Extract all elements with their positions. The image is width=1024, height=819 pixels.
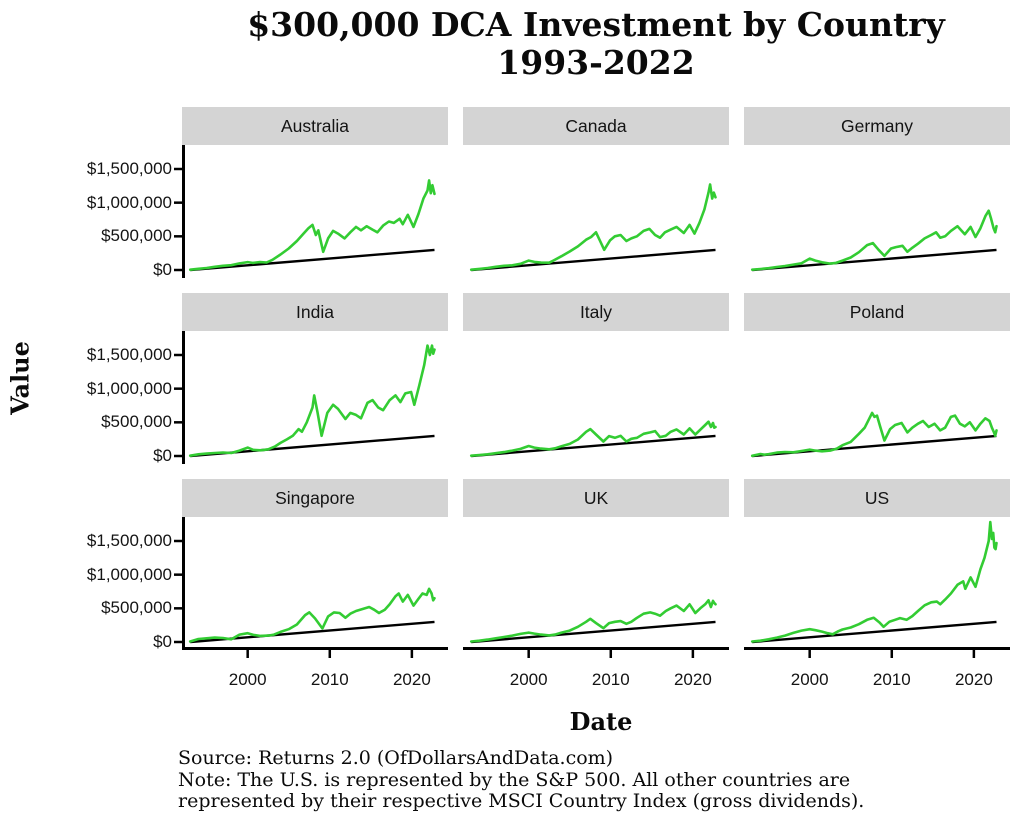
x-tick-label: 2020 <box>954 670 993 689</box>
y-tick-label: $1,000,000 <box>86 378 172 398</box>
facet-strip-label: Australia <box>280 115 350 136</box>
x-axis-tick-labels: 2000 2010 2020 2000 2010 2020 2000 2010 2020 <box>60 665 1020 691</box>
facet-australia: Australia <box>174 107 448 278</box>
investment-value-line <box>469 420 717 457</box>
y-tick-label: $500,000 <box>101 598 172 618</box>
facet-uk: UK <box>463 479 729 658</box>
x-tick-labels-col2: 2000 2010 2020 <box>463 665 729 691</box>
y-tick-label: $1,500,000 <box>86 531 172 550</box>
facet-panel-canada <box>469 183 717 272</box>
y-tick-label: $1,500,000 <box>86 345 172 364</box>
investment-value-line <box>188 587 436 643</box>
contributions-line <box>190 248 435 272</box>
y-tick-label: $1,500,000 <box>86 159 172 178</box>
facet-singapore: Singapore <box>174 479 448 658</box>
source-note: Source: Returns 2.0 (OfDollarsAndData.co… <box>178 747 1020 813</box>
facet-strip-label: UK <box>583 487 609 508</box>
facet-panel-australia <box>174 145 436 278</box>
note-line-1: Note: The U.S. is represented by the S&P… <box>178 768 851 791</box>
x-tick-label: 2000 <box>790 670 829 689</box>
facet-strip: Italy <box>463 293 729 331</box>
facet-strip-label: Singapore <box>275 487 355 508</box>
facet-canada: Canada <box>463 107 729 278</box>
y-tick-label: $500,000 <box>101 412 172 432</box>
facet-row: $1,500,000 $1,000,000 $500,000 $0 Australia C… <box>60 107 1020 279</box>
facet-germany: Germany <box>744 107 1010 278</box>
facet-panel-italy <box>469 420 717 458</box>
x-tick-label: 2020 <box>392 670 431 689</box>
facet-row: $1,500,000 $1,000,000 $500,000 $0 Singapore U… <box>60 479 1020 658</box>
facet-strip: India <box>182 293 448 331</box>
facet-strip: Canada <box>463 107 729 145</box>
facet-poland: Poland <box>744 293 1010 464</box>
x-tick-labels-col1: 2000 2010 2020 <box>182 665 448 691</box>
x-tick-label: 2010 <box>310 670 349 689</box>
facet-strip: Singapore <box>182 479 448 517</box>
contributions-line <box>471 434 716 458</box>
facet-panel-germany <box>750 209 998 272</box>
contributions-line <box>471 248 716 272</box>
contributions-line <box>471 620 716 644</box>
y-tick-label: $1,000,000 <box>86 564 172 584</box>
y-axis-tick-labels: $1,500,000 $1,000,000 $500,000 $0 <box>60 293 182 465</box>
chart-title-line2: 1993-2022 <box>497 43 695 82</box>
facet-strip-label: Poland <box>849 301 905 322</box>
y-axis-tick-labels: $1,500,000 $1,000,000 $500,000 $0 <box>60 107 182 279</box>
x-axis-gutter <box>60 665 182 691</box>
facet-strip: Poland <box>744 293 1010 331</box>
x-tick-label: 2010 <box>591 670 630 689</box>
facet-strip-label: Italy <box>579 301 613 322</box>
facet-strip-label: US <box>864 487 890 508</box>
x-tick-label: 2020 <box>673 670 712 689</box>
investment-value-line <box>469 599 717 643</box>
investment-value-line <box>188 179 436 271</box>
y-axis-tick-labels: $1,500,000 $1,000,000 $500,000 $0 <box>60 479 182 651</box>
facet-panel-us <box>744 520 1010 658</box>
y-tick-label: $500,000 <box>101 226 172 246</box>
facet-italy: Italy <box>463 293 729 464</box>
y-tick-label: $0 <box>153 446 172 465</box>
x-tick-label: 2000 <box>509 670 548 689</box>
facet-grid: $1,500,000 $1,000,000 $500,000 $0 Australia C… <box>60 107 1020 658</box>
facet-strip: US <box>744 479 1010 517</box>
chart-title-line1: $300,000 DCA Investment by Country <box>247 5 945 44</box>
facet-us: US <box>744 479 1010 658</box>
y-tick-label: $0 <box>153 260 172 279</box>
investment-value-line <box>750 520 998 643</box>
x-tick-labels-col3: 2000 2010 2020 <box>744 665 1010 691</box>
chart-title: $300,000 DCA Investment by Country 1993-… <box>170 6 1022 82</box>
contributions-line <box>752 248 997 272</box>
y-tick-label: $1,000,000 <box>86 192 172 212</box>
facet-strip: UK <box>463 479 729 517</box>
investment-value-line <box>750 411 998 458</box>
facet-strip: Australia <box>182 107 448 145</box>
x-tick-label: 2000 <box>228 670 267 689</box>
note-line-2: represented by their respective MSCI Cou… <box>178 790 865 812</box>
facet-row: $1,500,000 $1,000,000 $500,000 $0 India Italy… <box>60 293 1020 465</box>
facet-strip-label: Germany <box>841 115 913 136</box>
facet-plot-area: $1,500,000 $1,000,000 $500,000 $0 Australia C… <box>60 107 1020 813</box>
facet-strip-label: Canada <box>565 115 627 136</box>
y-tick-label: $0 <box>153 632 172 651</box>
y-axis-title: Value <box>5 341 35 415</box>
investment-value-line <box>750 209 998 271</box>
contributions-line <box>752 620 997 644</box>
facet-india: India <box>174 293 448 464</box>
x-tick-label: 2010 <box>872 670 911 689</box>
investment-value-line <box>188 344 436 457</box>
x-axis-title: Date <box>569 707 633 736</box>
facet-strip-label: India <box>296 301 334 322</box>
facet-panel-uk <box>463 599 729 658</box>
source-line: Source: Returns 2.0 (OfDollarsAndData.co… <box>178 747 614 769</box>
investment-value-line <box>469 183 717 271</box>
facet-strip: Germany <box>744 107 1010 145</box>
facet-panel-india <box>174 331 436 464</box>
facet-panel-poland <box>750 411 998 458</box>
facet-panel-singapore <box>174 517 448 658</box>
